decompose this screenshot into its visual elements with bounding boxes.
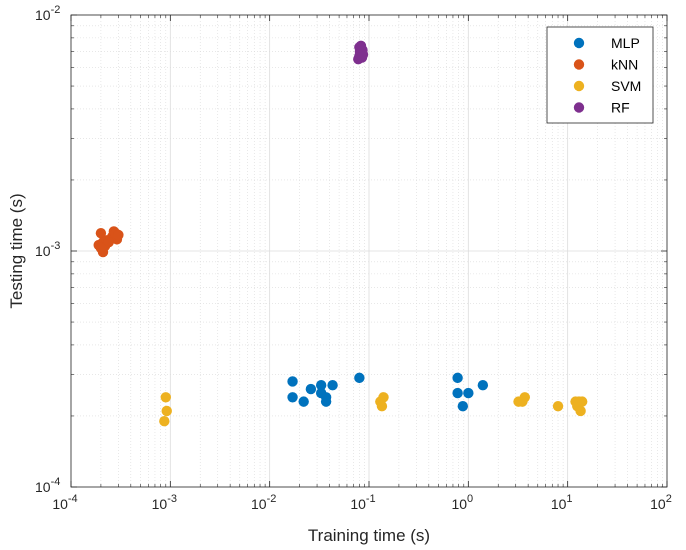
svm-point bbox=[376, 400, 388, 412]
mlp-point bbox=[315, 379, 327, 391]
legend-marker-svm bbox=[573, 80, 585, 92]
knn-point bbox=[113, 229, 124, 241]
axes: 10-4 10-3 10-2 10-1 100 101 102 10-4 10-3 10-2 bbox=[35, 4, 672, 512]
x-tick-label: 10-3 bbox=[152, 493, 177, 512]
knn-point bbox=[95, 242, 107, 254]
x-tick-label: 10-4 bbox=[52, 493, 77, 512]
legend-marker-knn bbox=[573, 59, 585, 70]
svm-point bbox=[161, 405, 172, 417]
y-tick-label: 10-2 bbox=[35, 4, 60, 23]
svm-point bbox=[575, 405, 586, 417]
svm-point bbox=[159, 416, 170, 427]
x-axis-label: Training time (s) bbox=[308, 526, 430, 545]
legend-label-knn: kNN bbox=[611, 57, 638, 73]
mlp-point bbox=[463, 387, 474, 399]
knn-point bbox=[103, 236, 114, 248]
legend-marker-mlp bbox=[573, 37, 585, 49]
mlp-point bbox=[287, 392, 298, 403]
svm-point bbox=[552, 400, 564, 412]
legend-label-svm: SVM bbox=[611, 78, 641, 94]
y-tick-label: 10-4 bbox=[35, 476, 60, 495]
x-tick-label: 10-2 bbox=[251, 493, 276, 512]
legend-marker-rf bbox=[573, 102, 585, 113]
mlp-point bbox=[354, 372, 365, 384]
x-tick-label: 100 bbox=[451, 493, 473, 512]
mlp-point bbox=[287, 376, 298, 387]
mlp-point bbox=[320, 396, 332, 407]
svm-point bbox=[378, 392, 389, 403]
svm-point bbox=[519, 392, 530, 403]
mlp-point bbox=[452, 387, 463, 399]
y-tick-label: 10-3 bbox=[35, 240, 60, 259]
mlp-point bbox=[305, 383, 317, 395]
knn-point bbox=[95, 227, 107, 239]
x-tick-label: 101 bbox=[551, 493, 573, 512]
data-points bbox=[93, 40, 588, 427]
mlp-point bbox=[298, 396, 309, 407]
x-tick-label: 10-1 bbox=[350, 493, 375, 512]
legend-label-mlp: MLP bbox=[611, 35, 640, 51]
mlp-point bbox=[452, 372, 463, 384]
x-tick-label: 102 bbox=[650, 493, 672, 512]
rf-point bbox=[354, 42, 365, 53]
svm-point bbox=[576, 396, 588, 407]
svm-point bbox=[160, 392, 171, 403]
mlp-point bbox=[477, 379, 489, 391]
y-axis-label: Testing time (s) bbox=[7, 193, 26, 308]
mlp-point bbox=[327, 379, 338, 391]
legend-label-rf: RF bbox=[611, 100, 630, 116]
legend-box bbox=[546, 26, 654, 124]
legend: MLP kNN SVM RF bbox=[546, 26, 654, 124]
mlp-point bbox=[457, 400, 469, 412]
